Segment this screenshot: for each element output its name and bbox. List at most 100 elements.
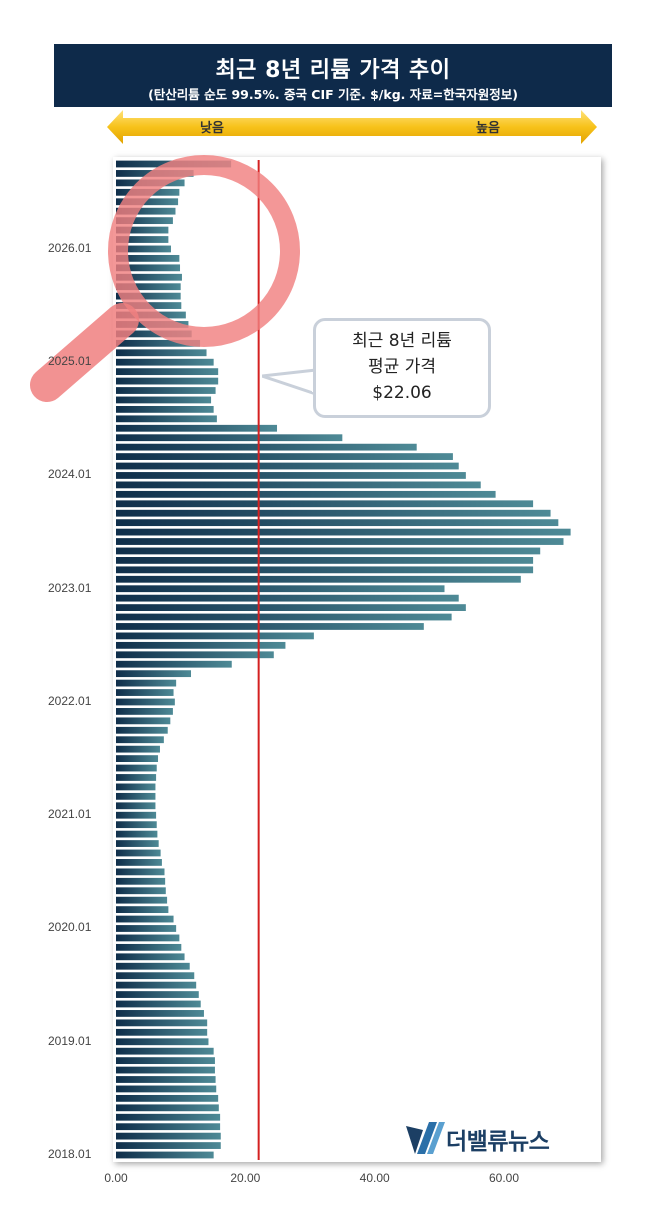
price-bar <box>116 1010 204 1017</box>
average-callout-text: 최근 8년 리튬 평균 가격 $22.06 <box>313 328 491 406</box>
y-tick-label: 2019.01 <box>48 1033 92 1048</box>
y-tick-label: 2023.01 <box>48 580 92 595</box>
price-bar <box>116 1113 221 1121</box>
price-bar <box>116 906 169 914</box>
price-bar <box>116 1028 208 1036</box>
price-bar <box>116 509 551 517</box>
price-bar <box>116 254 180 262</box>
y-tick-label: 2026.01 <box>48 240 92 255</box>
price-bar <box>116 698 175 706</box>
chart-subtitle: (탄산리튬 순도 99.5%. 중국 CIF 기준. $/kg. 자료=한국자원… <box>148 87 518 102</box>
price-bar <box>116 207 176 215</box>
price-bar <box>116 708 173 715</box>
price-bar <box>116 651 274 659</box>
price-bar <box>116 424 278 432</box>
price-bar <box>116 453 453 460</box>
price-bar <box>116 387 216 394</box>
price-bar <box>116 566 534 574</box>
price-bar <box>116 972 195 980</box>
price-bar <box>116 292 181 300</box>
price-bar <box>116 1142 221 1149</box>
price-bar <box>116 811 157 819</box>
price-bar <box>116 283 181 291</box>
price-bar <box>116 943 182 951</box>
callout-line-2: 평균 가격 <box>368 357 436 377</box>
price-bar <box>116 679 177 687</box>
price-bar <box>116 1151 214 1159</box>
price-bar <box>116 726 168 734</box>
price-bar <box>116 915 174 923</box>
low-label: 낮음 <box>200 121 224 136</box>
price-bar <box>116 415 217 423</box>
price-bar <box>116 330 192 338</box>
price-bar <box>116 217 173 225</box>
price-bar <box>116 641 286 649</box>
price-bar <box>116 1038 209 1046</box>
x-tick-label: 20.00 <box>230 1171 261 1185</box>
price-bar <box>116 830 158 838</box>
price-bar <box>116 868 165 876</box>
callout-line-1: 최근 8년 리튬 <box>352 331 452 351</box>
price-bar <box>116 377 219 385</box>
price-bar <box>116 594 459 602</box>
price-bar <box>116 236 169 243</box>
price-bar <box>116 755 159 762</box>
price-bar <box>116 538 564 545</box>
price-bar <box>116 623 424 630</box>
price-bar <box>116 434 343 442</box>
price-bar <box>116 1132 221 1140</box>
price-bar <box>116 500 534 508</box>
price-bar <box>116 226 169 234</box>
price-bar <box>116 689 174 696</box>
price-bar <box>116 585 445 593</box>
price-bar <box>116 519 559 527</box>
y-tick-label: 2021.01 <box>48 807 92 822</box>
y-tick-label: 2025.01 <box>48 354 92 369</box>
price-bar <box>116 339 201 347</box>
price-bar <box>116 887 166 895</box>
price-bar <box>116 613 452 621</box>
price-bar <box>116 462 459 470</box>
price-bar <box>116 783 156 791</box>
price-bar <box>116 849 161 857</box>
price-bar <box>116 1057 215 1065</box>
price-bar <box>116 575 521 583</box>
price-bar <box>116 198 179 206</box>
price-bar <box>116 792 156 800</box>
price-bar <box>116 821 157 829</box>
y-tick-label: 2024.01 <box>48 467 92 482</box>
price-bar <box>116 764 157 772</box>
price-bar <box>116 604 466 611</box>
price-bar <box>116 443 417 451</box>
price-bar <box>116 481 481 489</box>
price-bar <box>116 405 214 413</box>
y-tick-label: 2020.01 <box>48 920 92 935</box>
y-tick-label: 2022.01 <box>48 693 92 708</box>
price-bar <box>116 840 159 847</box>
price-bar <box>116 1104 219 1112</box>
x-tick-label: 40.00 <box>359 1171 390 1185</box>
x-tick-label: 0.00 <box>104 1171 128 1185</box>
price-bar <box>116 802 156 810</box>
price-bar <box>116 877 166 885</box>
logo-text: 더밸류뉴스 <box>446 1129 550 1155</box>
price-bar <box>116 717 171 725</box>
chart-title-banner: 최근 8년 리튬 가격 추이 (탄산리튬 순도 99.5%. 중국 CIF 기준… <box>54 44 612 107</box>
logo-icon <box>406 1122 445 1154</box>
price-bar <box>116 368 219 376</box>
price-bar <box>116 547 541 555</box>
price-bar <box>116 396 212 404</box>
price-bar <box>116 991 199 998</box>
price-bar <box>116 1066 215 1074</box>
price-bar <box>116 1000 201 1008</box>
price-bar <box>116 1123 221 1131</box>
price-bar <box>116 273 182 281</box>
price-bar <box>116 670 192 678</box>
price-bar <box>116 632 314 640</box>
price-bar <box>116 349 207 357</box>
price-bar <box>116 745 160 753</box>
price-bar <box>116 736 164 744</box>
price-bar <box>116 557 534 564</box>
price-bar <box>116 472 466 479</box>
